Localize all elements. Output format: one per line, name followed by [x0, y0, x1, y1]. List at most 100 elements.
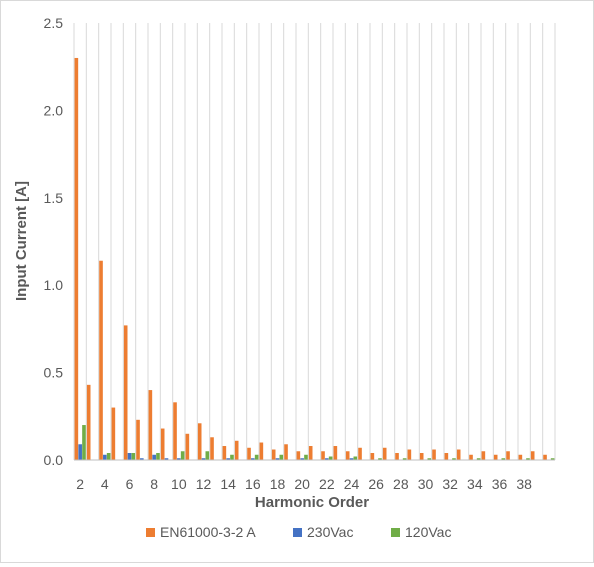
x-tick-label: 32 [442, 476, 458, 492]
y-tick-labels: 0.0 0.5 1.0 1.5 2.0 2.5 [44, 15, 64, 468]
bar-230vac-h10 [177, 458, 181, 460]
bars [74, 57, 555, 461]
x-tick-label: 36 [492, 476, 508, 492]
bar-en61000-3-2-a-h9 [160, 428, 165, 460]
bar-120vac-h2 [82, 425, 86, 460]
bar-en61000-3-2-a-h11 [185, 433, 190, 460]
bar-230vac-h24 [349, 458, 354, 460]
y-axis-title: Input Current [A] [13, 181, 30, 301]
bar-en61000-3-2-a-h8 [148, 390, 153, 460]
bar-120vac-h8 [156, 453, 160, 460]
x-tick-label: 30 [418, 476, 434, 492]
bar-en61000-3-2-a-h37 [506, 451, 510, 460]
bar-230vac-h9 [164, 458, 169, 460]
bar-120vac-h4 [106, 453, 111, 460]
bar-120vac-h16 [254, 454, 259, 460]
bar-120vac-h38 [526, 458, 530, 460]
bar-en61000-3-2-a-h4 [99, 260, 103, 460]
bar-en61000-3-2-a-h7 [136, 419, 140, 460]
y-tick-label: 1.0 [44, 277, 64, 293]
bar-230vac-h14 [226, 458, 230, 460]
legend-label-120vac: 120Vac [405, 524, 451, 540]
bar-en61000-3-2-a-h12 [197, 423, 202, 460]
bar-en61000-3-2-a-h10 [173, 402, 177, 460]
bar-en61000-3-2-a-h38 [518, 454, 523, 460]
bar-120vac-h10 [180, 451, 185, 460]
bar-en61000-3-2-a-h13 [210, 437, 214, 460]
x-axis-title: Harmonic Order [255, 494, 369, 511]
y-tick-label: 2.0 [44, 102, 64, 118]
bar-en61000-3-2-a-h15 [234, 440, 239, 460]
bar-en61000-3-2-a-h25 [358, 447, 362, 460]
bar-en61000-3-2-a-h6 [123, 325, 128, 460]
bar-en61000-3-2-a-h33 [456, 449, 461, 460]
bar-230vac-h7 [140, 458, 144, 460]
y-tick-label: 0.5 [44, 365, 64, 381]
bar-120vac-h20 [304, 454, 308, 460]
bar-en61000-3-2-a-h20 [296, 451, 301, 460]
bar-en61000-3-2-a-h29 [407, 449, 412, 460]
x-tick-labels: 2 4 6 8 10 12 14 16 18 20 22 24 26 28 30 32 34 36 38 [76, 476, 532, 492]
bar-en61000-3-2-a-h26 [370, 453, 375, 460]
bar-en61000-3-2-a-h27 [382, 447, 387, 460]
bar-en61000-3-2-a-h17 [259, 442, 264, 460]
x-tick-label: 2 [76, 476, 84, 492]
bar-en61000-3-2-a-h28 [395, 453, 399, 460]
bar-120vac-h26 [378, 458, 382, 460]
legend-swatch-120vac [391, 528, 400, 537]
bar-120vac-h30 [427, 458, 432, 460]
x-tick-label: 24 [344, 476, 360, 492]
bar-en61000-3-2-a-h18 [271, 449, 276, 460]
gridlines [73, 23, 556, 460]
bar-120vac-h28 [402, 458, 407, 460]
x-tick-label: 6 [126, 476, 134, 492]
y-tick-label: 2.5 [44, 15, 64, 31]
bar-120vac-h40 [550, 458, 555, 460]
bar-en61000-3-2-a-h16 [247, 447, 251, 460]
x-tick-label: 20 [294, 476, 310, 492]
x-tick-label: 34 [467, 476, 483, 492]
bar-120vac-h24 [353, 456, 358, 460]
bar-en61000-3-2-a-h24 [345, 451, 350, 460]
legend-label-en61000-3-2-a: EN61000-3-2 A [160, 524, 256, 540]
bar-en61000-3-2-a-h34 [469, 454, 473, 460]
bar-en61000-3-2-a-h14 [222, 446, 227, 460]
bar-en61000-3-2-a-h32 [444, 453, 449, 460]
bar-120vac-h6 [131, 453, 136, 460]
bar-120vac-h12 [205, 451, 210, 460]
bar-en61000-3-2-a-h35 [481, 451, 486, 460]
bar-230vac-h8 [152, 454, 156, 460]
bar-230vac-h22 [325, 458, 329, 460]
bar-120vac-h22 [328, 456, 333, 460]
x-tick-label: 28 [393, 476, 409, 492]
bar-en61000-3-2-a-h39 [530, 451, 535, 460]
x-tick-label: 4 [101, 476, 109, 492]
bar-120vac-h32 [452, 458, 456, 460]
bar-230vac-h20 [300, 458, 304, 460]
bar-120vac-h14 [230, 454, 234, 460]
legend-swatch-230vac [293, 528, 302, 537]
x-tick-label: 16 [245, 476, 261, 492]
bar-en61000-3-2-a-h21 [308, 446, 313, 460]
bar-230vac-h12 [201, 458, 206, 460]
bar-120vac-h36 [501, 458, 506, 460]
bar-en61000-3-2-a-h19 [284, 444, 288, 460]
legend-label-230vac: 230Vac [307, 524, 353, 540]
x-tick-label: 38 [516, 476, 532, 492]
x-tick-label: 18 [270, 476, 286, 492]
bar-230vac-h18 [275, 458, 280, 460]
bar-230vac-h2 [78, 444, 82, 460]
x-tick-label: 26 [368, 476, 384, 492]
x-tick-label: 14 [220, 476, 236, 492]
bar-120vac-h18 [279, 454, 284, 460]
bar-en61000-3-2-a-h23 [333, 446, 338, 460]
bar-230vac-h6 [127, 453, 132, 460]
legend: EN61000-3-2 A 230Vac 120Vac [146, 524, 451, 540]
bar-en61000-3-2-a-h2 [74, 57, 79, 461]
y-tick-label: 0.0 [44, 452, 64, 468]
bar-en61000-3-2-a-h30 [419, 453, 424, 460]
bar-en61000-3-2-a-h40 [543, 454, 547, 460]
bar-120vac-h34 [476, 458, 481, 460]
